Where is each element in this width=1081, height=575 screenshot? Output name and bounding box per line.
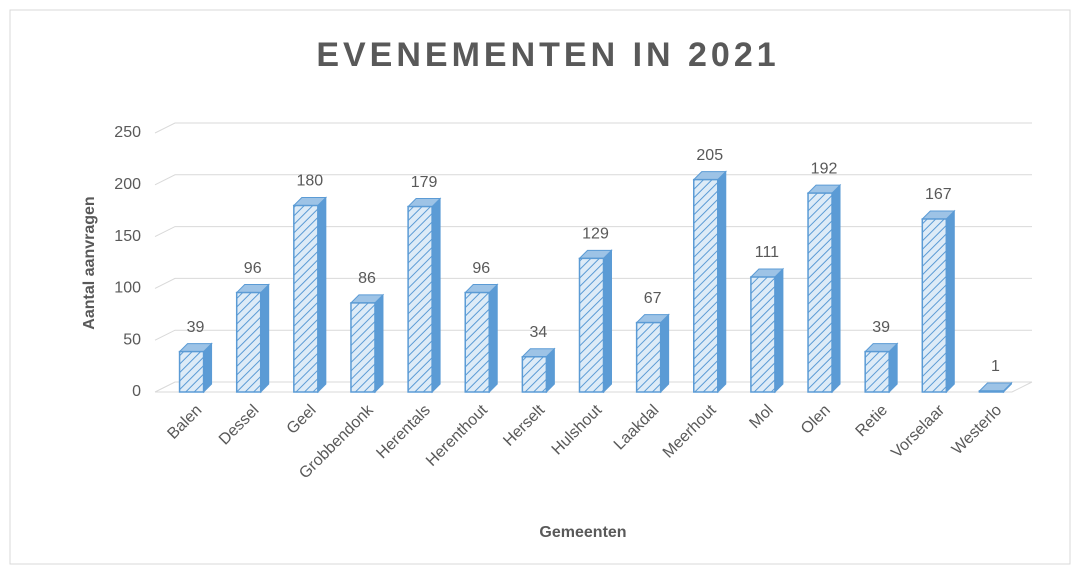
data-label: 205 [696,147,723,164]
bar [978,381,1013,394]
bar-front [635,321,662,393]
bar-side [317,196,327,394]
data-label: 167 [925,186,952,203]
bar-front [978,390,1005,393]
chart-border [9,9,1071,565]
data-label: 96 [244,260,262,277]
bar-front [350,302,376,393]
y-tick-label: 250 [114,124,141,141]
data-label: 1 [991,358,1000,375]
grid-line [154,277,1032,289]
bar-front [750,276,776,393]
grid-line [154,329,1032,341]
bar-front [235,291,262,393]
y-tick-label: 150 [114,228,141,245]
bar-side [488,283,498,394]
bar [635,313,670,394]
bar [521,347,556,394]
bar [749,267,785,394]
bar-front [407,205,433,393]
data-label: 39 [872,319,890,336]
bar-side [260,283,270,394]
bar [292,196,328,394]
data-label: 34 [529,324,547,341]
bar-front [521,356,548,393]
bar-side [717,170,727,394]
bar-side [660,313,670,394]
bar-side [831,183,841,394]
bar [692,170,727,394]
grid-line [154,174,1032,186]
data-label: 96 [472,260,490,277]
y-tick-label: 50 [123,331,141,348]
bar-side [431,197,441,394]
bar [178,342,213,394]
data-label: 129 [582,226,609,243]
bar-front [807,192,833,393]
bar-front [578,257,605,393]
bar [235,283,270,394]
x-axis-label: Gemeenten [539,524,626,541]
chart-title: EVENEMENTEN IN 2021 [316,36,779,74]
bar-side [945,209,955,394]
floor [155,381,1033,393]
bar [349,293,385,394]
data-label: 179 [411,174,438,191]
bar-front [293,204,319,393]
data-label: 180 [296,173,323,190]
y-tick-label: 200 [114,176,141,193]
grid-line [154,226,1032,238]
bar-front [464,291,490,393]
y-tick-label: 100 [114,280,141,297]
y-axis-label: Aantal aanvragen [81,196,98,329]
bar-side [774,267,784,394]
data-label: 111 [755,244,779,261]
data-label: 39 [187,319,205,336]
bar [578,249,613,394]
data-label: 86 [358,270,376,287]
grid-line [154,122,1032,134]
bar [863,342,899,394]
bar [406,197,442,394]
data-label: 192 [811,160,838,177]
bar-front [178,350,205,393]
y-tick-label: 0 [132,383,141,400]
bar [806,183,842,394]
grid-line [154,381,1032,393]
bar-side [374,293,384,394]
bar-front [693,178,719,393]
bar-front [921,218,948,393]
data-label: 67 [644,290,662,307]
bar-front [864,350,890,393]
bar [921,209,956,394]
bar-side [603,249,612,394]
bar [464,283,499,394]
